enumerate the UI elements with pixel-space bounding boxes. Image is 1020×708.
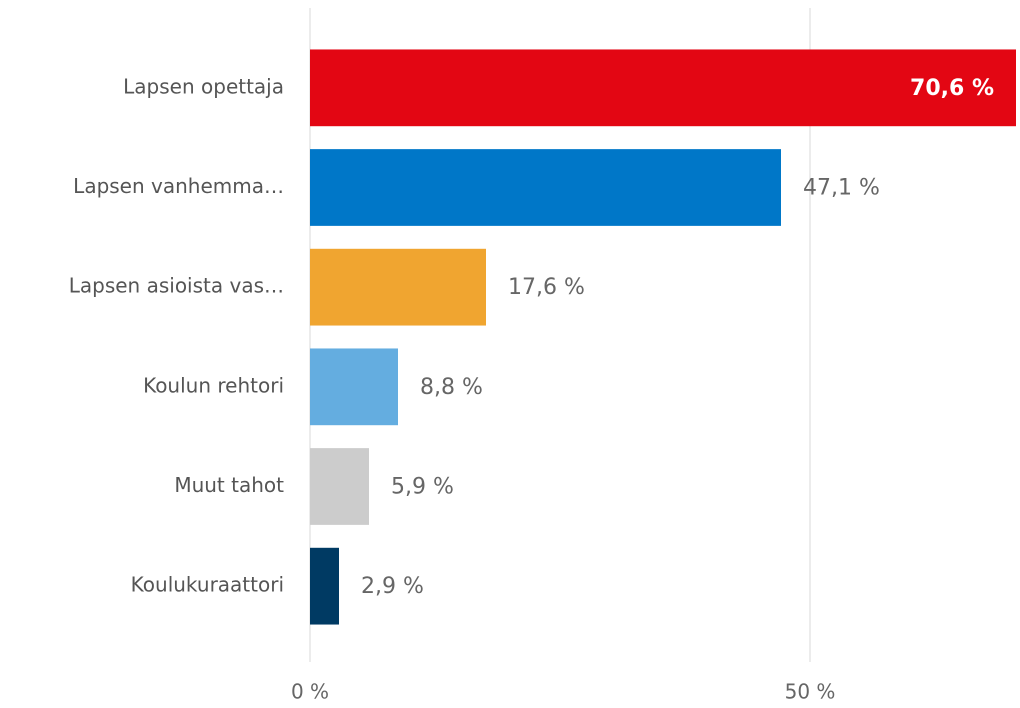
bar (310, 49, 1016, 127)
data-label: 47,1 % (803, 176, 880, 201)
y-tick-label: Lapsen vanhemma… (73, 174, 284, 198)
bar (310, 248, 486, 326)
y-tick-label: Koulun rehtori (143, 373, 284, 397)
data-label: 17,6 % (508, 275, 585, 300)
y-tick-label: Koulukuraattori (131, 573, 284, 597)
y-tick-label: Lapsen opettaja (123, 74, 284, 98)
bar (310, 547, 339, 625)
data-label: 5,9 % (391, 475, 454, 500)
x-tick-label: 50 % (785, 680, 836, 704)
y-tick-label: Lapsen asioista vas… (69, 274, 284, 298)
bar (310, 348, 398, 426)
y-tick-label: Muut tahot (174, 473, 284, 497)
bar (310, 149, 781, 226)
data-label: 2,9 % (361, 574, 424, 599)
data-label: 8,8 % (420, 375, 483, 400)
x-tick-label: 0 % (291, 680, 329, 704)
bar (310, 448, 369, 525)
data-label: 70,6 % (910, 76, 994, 101)
